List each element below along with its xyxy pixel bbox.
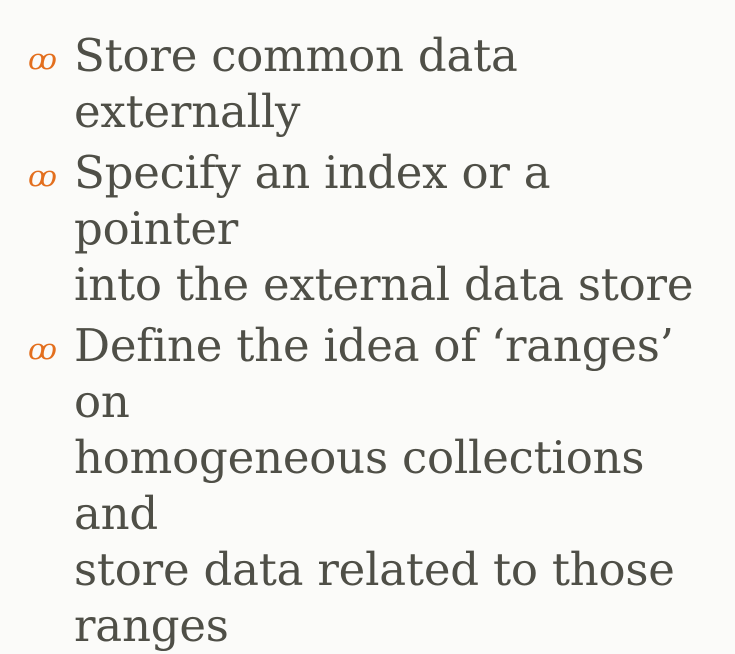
slide-content: ꝏ Store common data externally ꝏ Specify… xyxy=(28,28,717,652)
bullet-item: ꝏ Store common data externally xyxy=(28,28,717,140)
swirl-bullet-icon: ꝏ xyxy=(28,332,57,366)
swirl-bullet-icon: ꝏ xyxy=(28,159,57,193)
bullet-text: Store common data externally xyxy=(74,29,518,138)
bullet-text: Specify an index or a pointer into the e… xyxy=(74,146,694,311)
swirl-bullet-icon: ꝏ xyxy=(28,42,57,76)
bullet-text: Define the idea of ‘ranges’ on homogeneo… xyxy=(74,319,675,652)
bullet-item: ꝏ Specify an index or a pointer into the… xyxy=(28,145,717,313)
bullet-item: ꝏ Define the idea of ‘ranges’ on homogen… xyxy=(28,318,717,654)
